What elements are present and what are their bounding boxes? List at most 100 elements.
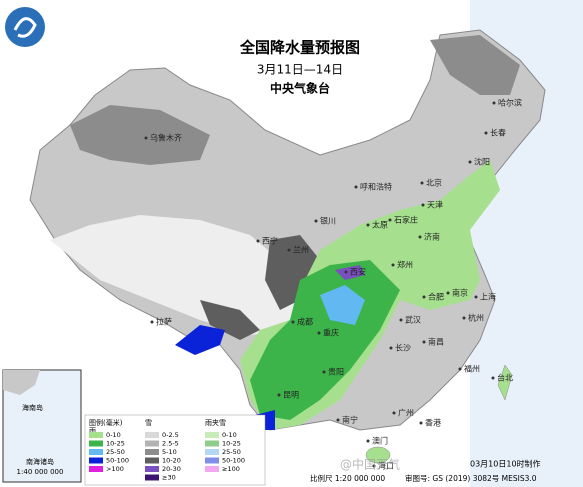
city-dot xyxy=(468,160,472,164)
legend-label: 10-20 xyxy=(162,457,181,465)
snow-5-10 xyxy=(70,105,210,165)
city-dot xyxy=(446,291,450,295)
city-label: 南昌 xyxy=(428,337,444,347)
city-dot xyxy=(491,376,495,380)
city-label: 香港 xyxy=(425,418,441,428)
city-label: 济南 xyxy=(424,232,440,242)
legend-swatch xyxy=(205,457,219,464)
watermark: @中国天气 xyxy=(340,457,400,472)
rain-25-50 xyxy=(320,285,365,325)
legend-label: 0-10 xyxy=(222,431,237,439)
made-time: 03月10日10时制作 xyxy=(470,459,541,469)
inset-land xyxy=(3,370,40,395)
city-label: 南京 xyxy=(452,288,468,298)
city-dot xyxy=(344,270,348,274)
city-dot xyxy=(392,411,396,415)
legend-group-title: 雨 xyxy=(89,427,96,435)
city-label: 西安 xyxy=(350,267,366,277)
city-dot xyxy=(462,316,466,320)
legend-swatch xyxy=(89,466,103,472)
legend-label: 20-30 xyxy=(162,465,181,473)
title: 全国降水量预报图 xyxy=(239,39,360,57)
city-dot xyxy=(291,320,295,324)
city-dot xyxy=(389,346,393,350)
city-label: 长沙 xyxy=(395,343,411,353)
legend-label: 10-25 xyxy=(106,440,125,448)
hainan xyxy=(365,446,391,464)
city-label: 上海 xyxy=(480,292,496,302)
city-dot xyxy=(366,439,370,443)
legend-swatch xyxy=(205,449,219,455)
legend-swatch xyxy=(89,432,103,438)
scale: 比例尺 1:20 000 000 xyxy=(310,473,385,483)
city-dot xyxy=(418,235,422,239)
city-label: 郑州 xyxy=(397,260,413,270)
city-dot xyxy=(492,101,496,105)
taiwan xyxy=(497,364,513,401)
legend-swatch xyxy=(145,457,159,464)
legend-label: 25-50 xyxy=(222,448,241,456)
legend-label: 2.5-5 xyxy=(162,440,179,448)
city-dot xyxy=(314,219,318,223)
legend-label: 50-100 xyxy=(222,457,245,465)
city-label: 哈尔滨 xyxy=(498,98,522,108)
city-label: 石家庄 xyxy=(394,215,418,225)
city-dot xyxy=(372,464,376,468)
city-label: 广州 xyxy=(398,408,414,418)
legend-swatch xyxy=(89,457,103,464)
inset-label: 南海诸岛 xyxy=(26,457,54,466)
inset-scale: 1:40 000 000 xyxy=(17,468,64,476)
city-label: 兰州 xyxy=(293,245,309,255)
city-label: 成都 xyxy=(297,317,313,327)
city-dot xyxy=(322,370,326,374)
sleet-area xyxy=(335,265,365,280)
city-dot xyxy=(388,218,392,222)
city-label: 澳门 xyxy=(372,436,388,446)
legend-box xyxy=(84,414,266,486)
city-label: 长春 xyxy=(490,128,506,138)
rain-50-100 xyxy=(175,325,225,355)
legend-group-title: 雪 xyxy=(145,419,152,427)
legend-swatch xyxy=(145,440,159,447)
city-dot xyxy=(484,131,488,135)
plateau-light-snow xyxy=(50,215,300,335)
city-label: 北京 xyxy=(426,178,442,188)
city-label: 乌鲁木齐 xyxy=(150,133,182,143)
legend-swatch xyxy=(89,449,103,455)
city-dot xyxy=(422,295,426,299)
city-label: 南宁 xyxy=(342,415,358,425)
approval: 审图号: GS (2019) 3082号 MESIS3.0 xyxy=(405,473,537,483)
city-label: 太原 xyxy=(372,220,388,230)
city-label: 呼和浩特 xyxy=(360,182,392,192)
city-dot xyxy=(419,421,423,425)
legend-swatch xyxy=(145,466,159,472)
snow-10-20-b xyxy=(200,300,260,340)
city-dot xyxy=(420,181,424,185)
city-label: 海口 xyxy=(378,461,394,471)
city-label: 沈阳 xyxy=(474,157,490,167)
legend-label: 25-50 xyxy=(106,448,125,456)
legend-swatch xyxy=(145,449,159,455)
city-dot xyxy=(421,203,425,207)
city-dot xyxy=(144,136,148,140)
snow-northeast xyxy=(430,35,520,95)
city-dot xyxy=(336,418,340,422)
legend-swatch xyxy=(205,466,219,472)
logo-mark xyxy=(13,17,37,38)
legend-label: 0-2.5 xyxy=(162,431,179,439)
city-dot xyxy=(458,367,462,371)
legend: 雨 0-1010-2525-5050-100>100雪0-2.52.5-55-10… xyxy=(89,418,245,482)
legend-label: 10-25 xyxy=(222,440,241,448)
city-label: 贵阳 xyxy=(328,367,344,377)
logo xyxy=(5,7,45,47)
city-dot xyxy=(366,223,370,227)
city-label: 昆明 xyxy=(283,391,299,400)
city-dot xyxy=(399,318,403,322)
city-label: 重庆 xyxy=(323,328,339,338)
city-label: 拉萨 xyxy=(156,317,172,327)
legend-label: ≥30 xyxy=(162,474,176,482)
city-dot xyxy=(422,340,426,344)
legend-group-title: 雨夹雪 xyxy=(205,418,226,427)
